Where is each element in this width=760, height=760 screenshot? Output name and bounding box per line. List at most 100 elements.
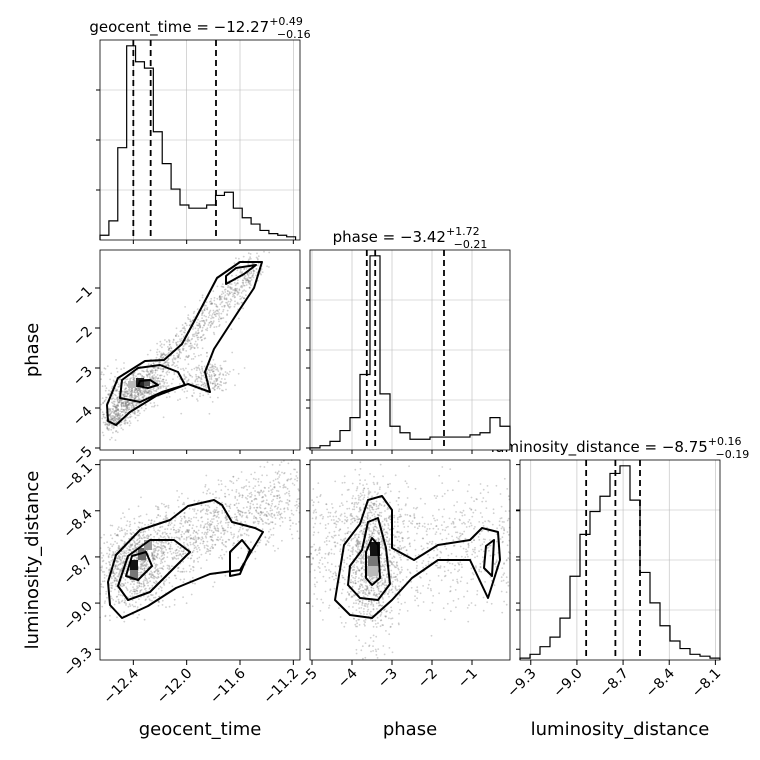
sample-point xyxy=(351,508,354,511)
sample-point xyxy=(230,288,233,290)
sample-point xyxy=(170,522,173,524)
sample-point xyxy=(254,490,256,492)
sample-point xyxy=(219,297,222,300)
sample-point xyxy=(370,589,373,592)
sample-point xyxy=(161,346,163,349)
sample-point xyxy=(392,580,394,583)
sample-point xyxy=(236,519,239,522)
sample-point xyxy=(141,376,143,379)
sample-point xyxy=(355,573,358,575)
sample-point xyxy=(129,543,132,546)
sample-point xyxy=(182,347,185,350)
sample-point xyxy=(361,586,364,588)
sample-point xyxy=(257,480,260,483)
sample-point xyxy=(152,581,155,584)
sample-point xyxy=(129,404,132,406)
sample-point xyxy=(131,394,134,397)
sample-point xyxy=(130,589,132,592)
sample-point xyxy=(245,479,248,481)
sample-point xyxy=(116,400,119,403)
sample-point xyxy=(142,370,145,372)
sample-point xyxy=(161,370,164,373)
sample-point xyxy=(144,523,146,526)
sample-point xyxy=(252,276,255,279)
sample-point xyxy=(148,573,151,576)
sample-point xyxy=(237,477,240,480)
sample-point xyxy=(205,352,208,354)
sample-point xyxy=(185,539,188,541)
sample-point xyxy=(175,333,178,335)
sample-point xyxy=(358,533,360,536)
sample-point xyxy=(400,603,403,605)
sample-point xyxy=(205,328,207,331)
sample-point xyxy=(174,391,176,393)
sample-point xyxy=(294,504,297,507)
sample-point xyxy=(123,583,125,586)
sample-point xyxy=(187,531,190,534)
sample-point xyxy=(238,303,240,305)
sample-point xyxy=(252,270,255,272)
sample-point xyxy=(211,365,214,368)
sample-point xyxy=(108,422,111,425)
sample-point xyxy=(129,378,132,380)
sample-point xyxy=(160,550,163,553)
sample-point xyxy=(137,409,140,412)
sample-point xyxy=(281,521,284,523)
sample-point xyxy=(199,392,202,395)
sample-point xyxy=(138,598,140,600)
sample-point xyxy=(183,378,185,381)
sample-point xyxy=(241,285,244,288)
sample-point xyxy=(183,326,186,328)
sample-point xyxy=(151,555,153,557)
sample-point xyxy=(112,425,115,427)
sample-point xyxy=(265,502,268,505)
sample-point xyxy=(182,345,185,347)
sample-point xyxy=(401,569,403,571)
sample-point xyxy=(110,586,113,589)
sample-point xyxy=(161,525,164,528)
sample-point xyxy=(281,500,283,503)
sample-point xyxy=(214,543,217,546)
sample-point xyxy=(135,375,137,378)
sample-point xyxy=(129,529,132,531)
sample-point xyxy=(241,511,244,514)
sample-point xyxy=(355,575,357,578)
sample-point xyxy=(220,525,223,527)
sample-point xyxy=(365,581,367,584)
sample-point xyxy=(115,596,118,598)
sample-point xyxy=(130,396,133,398)
sample-point xyxy=(177,340,179,343)
sample-point xyxy=(150,389,152,391)
sample-point xyxy=(233,524,236,526)
sample-point xyxy=(129,393,132,396)
sample-point xyxy=(358,624,361,626)
sample-point xyxy=(168,339,171,342)
sample-point xyxy=(196,550,199,553)
sample-point xyxy=(179,340,182,343)
sample-point xyxy=(171,585,174,588)
sample-point xyxy=(257,258,259,261)
sample-point xyxy=(112,599,115,601)
sample-point xyxy=(247,281,250,284)
xlabel-luminosity-distance: luminosity_distance xyxy=(531,719,710,740)
sample-point xyxy=(142,390,145,393)
sample-point xyxy=(154,404,156,407)
sample-point xyxy=(131,391,134,393)
sample-point xyxy=(195,366,198,369)
sample-point xyxy=(163,375,166,378)
sample-point xyxy=(203,546,206,549)
sample-point xyxy=(243,367,246,369)
sample-point xyxy=(125,403,128,406)
sample-point xyxy=(182,560,185,563)
sample-point xyxy=(108,547,111,550)
sample-point xyxy=(341,574,344,577)
sample-point xyxy=(117,405,120,407)
sample-point xyxy=(220,480,223,482)
sample-point xyxy=(222,529,225,532)
sample-point xyxy=(119,412,122,415)
sample-point xyxy=(160,589,163,592)
sample-point xyxy=(200,336,203,338)
sample-point xyxy=(347,530,350,533)
sample-point xyxy=(122,411,125,413)
sample-point xyxy=(352,572,355,574)
